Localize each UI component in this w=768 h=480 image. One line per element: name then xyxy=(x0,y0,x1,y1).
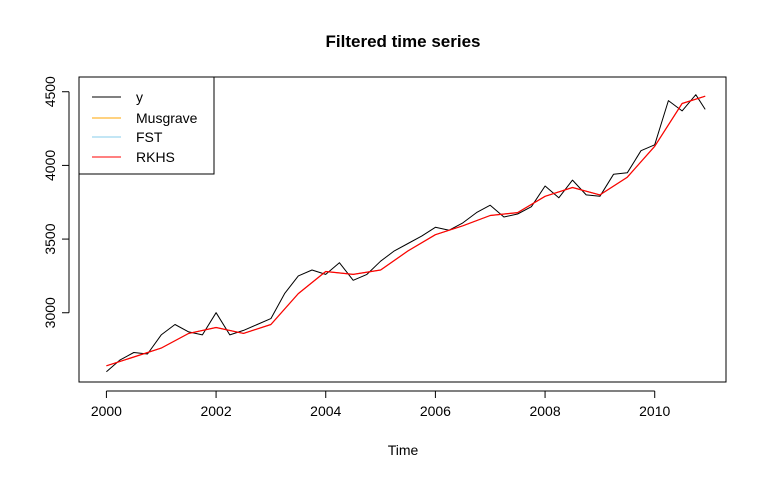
y-tick-label: 4500 xyxy=(42,76,58,107)
series-line-rkhs xyxy=(106,95,706,367)
x-axis-label: Time xyxy=(388,442,419,458)
x-tick-label: 2006 xyxy=(420,403,451,419)
x-tick-label: 2004 xyxy=(310,403,341,419)
legend-box xyxy=(78,76,215,175)
legend-label-rkhs: RKHS xyxy=(136,149,175,165)
series-line-y xyxy=(106,94,706,373)
legend-label-fst: FST xyxy=(136,129,163,145)
y-axis: 3000 3500 4000 4500 xyxy=(42,76,70,328)
chart-title: Filtered time series xyxy=(326,32,481,51)
series-layer xyxy=(106,94,706,373)
x-tick-label: 2002 xyxy=(200,403,231,419)
x-tick-label: 2010 xyxy=(639,403,670,419)
x-axis: 2000 2002 2004 2006 2008 2010 xyxy=(91,390,671,419)
legend-label-musgrave: Musgrave xyxy=(136,110,198,126)
legend-label-y: y xyxy=(136,89,143,105)
plot-area-border xyxy=(78,76,727,383)
legend: y Musgrave FST RKHS xyxy=(78,76,215,175)
y-tick-label: 3000 xyxy=(42,297,58,328)
x-tick-label: 2008 xyxy=(529,403,560,419)
y-tick-label: 4000 xyxy=(42,150,58,181)
y-tick-label: 3500 xyxy=(42,223,58,254)
x-tick-label: 2000 xyxy=(91,403,122,419)
